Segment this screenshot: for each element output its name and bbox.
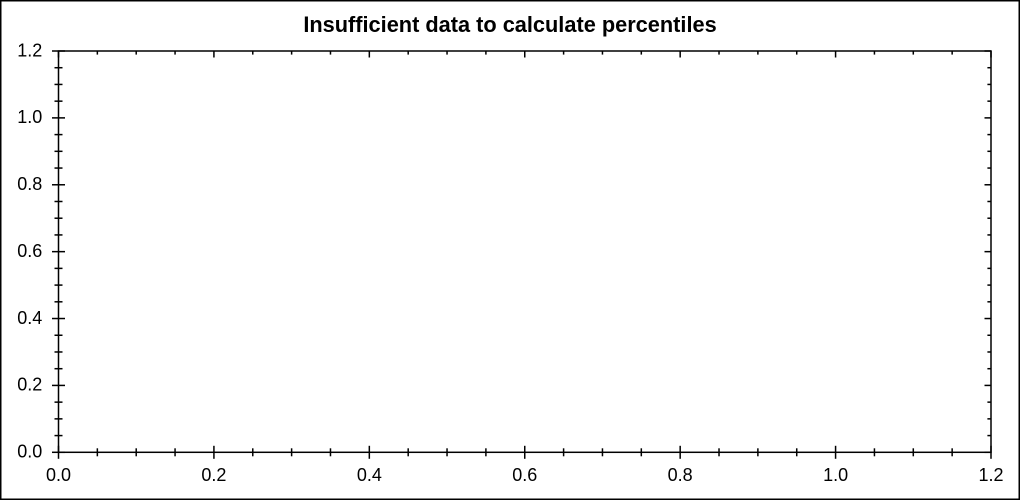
svg-text:0.0: 0.0	[46, 465, 71, 485]
svg-text:0.0: 0.0	[17, 442, 42, 462]
svg-text:0.2: 0.2	[17, 375, 42, 395]
svg-text:0.4: 0.4	[17, 308, 42, 328]
svg-text:0.8: 0.8	[17, 174, 42, 194]
svg-text:0.2: 0.2	[201, 465, 226, 485]
svg-text:1.2: 1.2	[978, 465, 1003, 485]
svg-text:0.8: 0.8	[668, 465, 693, 485]
svg-text:0.6: 0.6	[512, 465, 537, 485]
svg-text:1.2: 1.2	[17, 40, 42, 60]
svg-text:0.6: 0.6	[17, 241, 42, 261]
svg-text:0.4: 0.4	[357, 465, 382, 485]
svg-text:1.0: 1.0	[823, 465, 848, 485]
svg-text:1.0: 1.0	[17, 107, 42, 127]
svg-text:Insufficient data to calculate: Insufficient data to calculate percentil…	[303, 12, 716, 37]
